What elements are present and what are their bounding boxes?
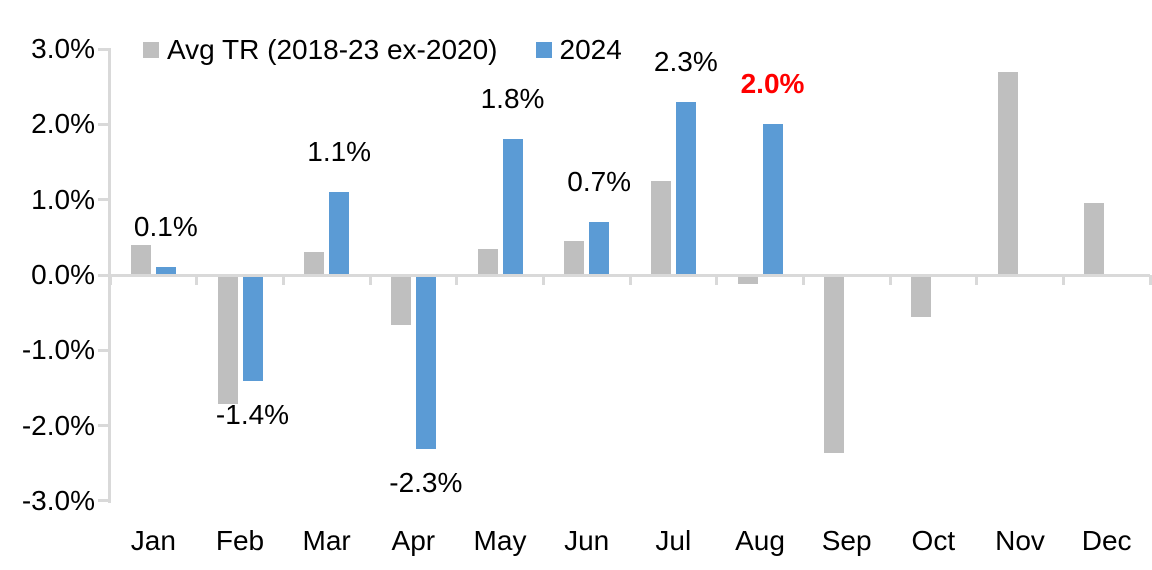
legend-item-avg-tr: Avg TR (2018-23 ex-2020) — [143, 33, 498, 67]
x-axis-tick — [1061, 275, 1065, 285]
y-axis-tick — [98, 122, 110, 126]
x-axis-tick — [195, 275, 199, 285]
bar-avg-jun — [564, 241, 585, 275]
bar-avg-feb — [217, 276, 238, 404]
month-label-aug: Aug — [735, 525, 785, 556]
x-axis-tick — [281, 275, 285, 285]
bar-avg-jan — [130, 244, 151, 275]
bar-avg-apr — [390, 276, 411, 325]
y-axis-tick-label: 3.0% — [31, 33, 95, 65]
bar-2024-may — [502, 139, 523, 275]
bar-2024-aug — [762, 124, 783, 275]
data-label-mar: 1.1% — [307, 136, 372, 168]
month-label-sep: Sep — [821, 525, 872, 556]
data-label-feb: -1.4% — [215, 399, 290, 431]
month-label-jan: Jan — [130, 525, 176, 556]
month-label-may: May — [473, 525, 527, 556]
bar-avg-sep — [824, 276, 845, 453]
month-label-dec: Dec — [1081, 525, 1132, 556]
x-axis-tick — [888, 275, 892, 285]
data-label-jul: 2.3% — [653, 45, 718, 77]
bar-avg-oct — [910, 276, 931, 318]
y-axis-tick — [98, 348, 110, 352]
x-axis-tick — [108, 275, 112, 285]
month-label-nov: Nov — [995, 525, 1045, 556]
y-axis-tick — [98, 273, 110, 277]
bar-2024-feb — [242, 276, 263, 382]
y-axis-tick-label: 0.0% — [31, 259, 95, 290]
x-axis-tick — [455, 275, 459, 285]
y-axis-tick — [98, 424, 110, 428]
y-axis-tick-label: -1.0% — [21, 334, 95, 366]
x-axis-tick — [801, 275, 805, 285]
legend-label-avg-tr: Avg TR (2018-23 ex-2020) — [167, 34, 498, 65]
bar-2024-mar — [329, 192, 350, 275]
legend-swatch-2024 — [535, 42, 552, 58]
data-label-aug: 2.0% — [740, 68, 805, 100]
bar-avg-nov — [997, 71, 1018, 275]
month-label-feb: Feb — [215, 525, 265, 556]
legend: Avg TR (2018-23 ex-2020) 2024 — [143, 33, 622, 67]
bar-2024-jun — [589, 222, 610, 275]
y-axis-tick-label: 1.0% — [31, 183, 95, 215]
x-axis-tick — [715, 275, 719, 285]
bar-avg-aug — [737, 276, 758, 284]
data-label-jan: 0.1% — [133, 211, 198, 243]
month-label-apr: Apr — [391, 525, 436, 556]
month-label-jul: Jul — [655, 525, 692, 556]
data-label-apr: -2.3% — [389, 467, 463, 499]
bar-avg-mar — [304, 252, 325, 275]
x-axis-tick — [368, 275, 372, 285]
x-axis-tick — [628, 275, 632, 285]
month-label-jun: Jun — [564, 525, 610, 556]
y-axis-tick-label: -3.0% — [21, 484, 95, 516]
bar-2024-jan — [155, 267, 176, 275]
bar-avg-may — [477, 248, 498, 275]
data-label-may: 1.8% — [480, 83, 545, 115]
x-axis-tick — [541, 275, 545, 285]
x-axis-tick — [975, 275, 979, 285]
legend-label-2024: 2024 — [559, 34, 622, 65]
bar-avg-jul — [650, 180, 671, 275]
bar-avg-dec — [1084, 203, 1105, 275]
bar-2024-jul — [675, 101, 696, 275]
y-axis-tick — [98, 198, 110, 202]
y-axis-tick — [98, 499, 110, 503]
month-label-oct: Oct — [911, 525, 956, 556]
y-axis-tick — [98, 47, 110, 51]
x-axis-tick — [1148, 275, 1152, 285]
legend-item-2024: 2024 — [535, 33, 622, 67]
data-label-jun: 0.7% — [567, 166, 632, 198]
y-axis-tick-label: -2.0% — [21, 409, 95, 441]
month-label-mar: Mar — [302, 525, 351, 556]
legend-swatch-avg-tr — [143, 42, 159, 58]
bar-2024-apr — [415, 276, 436, 450]
y-axis-tick-label: 2.0% — [31, 108, 95, 140]
